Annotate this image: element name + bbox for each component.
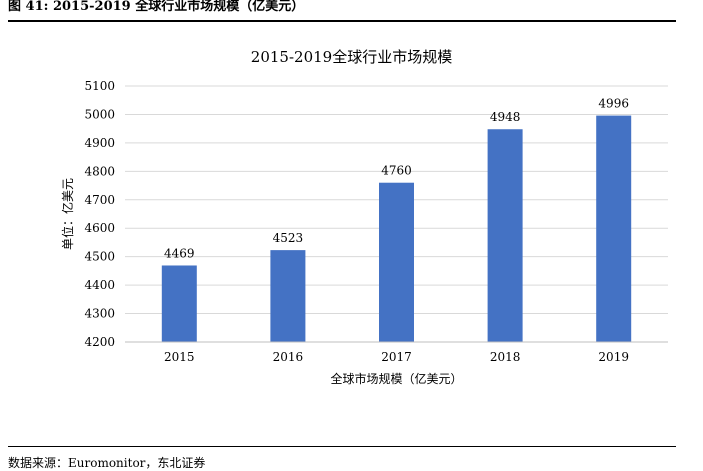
x-tick-label: 2019 <box>598 350 629 364</box>
data-labels: 4469 4523 4760 4948 4996 <box>164 97 629 261</box>
y-tick-label: 4700 <box>84 193 115 207</box>
source-note: 数据来源：Euromonitor，东北证券 <box>8 446 676 471</box>
bars <box>161 115 632 343</box>
x-tick-label: 2015 <box>164 350 195 364</box>
y-tick-label: 4500 <box>84 250 115 264</box>
bar <box>596 115 632 343</box>
x-tick-label: 2018 <box>490 350 521 364</box>
bar <box>270 250 306 342</box>
y-tick-label: 4300 <box>84 307 115 321</box>
y-axis-label: 单位：亿美元 <box>60 178 75 250</box>
bar-value-label: 4948 <box>490 110 521 124</box>
y-tick-label: 4800 <box>84 164 115 178</box>
chart-title: 2015-2019全球行业市场规模 <box>250 48 453 66</box>
bar-value-label: 4523 <box>273 231 304 245</box>
bar <box>379 182 414 342</box>
bar <box>487 129 523 342</box>
y-tick-label: 5100 <box>84 79 115 93</box>
figure-label: 图 41: <box>8 0 49 14</box>
x-tick-label: 2017 <box>381 350 412 364</box>
y-tick-label: 5000 <box>84 107 115 121</box>
bar <box>161 265 197 342</box>
figure-title: 2015-2019 全球行业市场规模（亿美元） <box>52 0 305 14</box>
y-axis-ticks: 4200 4300 4400 4500 4600 4700 4800 4900 5000 5100 <box>84 79 115 349</box>
bar-value-label: 4760 <box>381 164 412 178</box>
bar-value-label: 4996 <box>598 97 629 111</box>
bar-value-label: 4469 <box>164 246 195 260</box>
figure-header: 图 41: 2015-2019 全球行业市场规模（亿美元） <box>8 0 676 22</box>
x-axis-ticks: 2015 2016 2017 2018 2019 <box>164 350 629 364</box>
x-axis-label: 全球市场规模（亿美元） <box>330 371 462 386</box>
y-tick-label: 4600 <box>84 221 115 235</box>
y-tick-label: 4200 <box>84 335 115 349</box>
y-tick-label: 4400 <box>84 278 115 292</box>
x-tick-label: 2016 <box>273 350 304 364</box>
y-tick-label: 4900 <box>84 136 115 150</box>
